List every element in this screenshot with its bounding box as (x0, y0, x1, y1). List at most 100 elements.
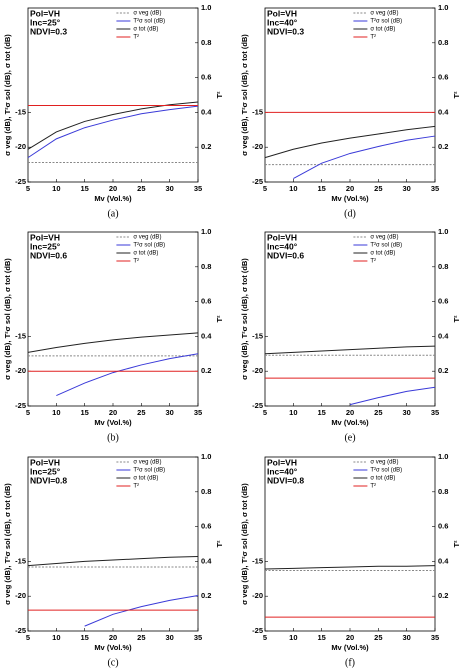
annotation: Inc=25° (30, 17, 61, 27)
annotation: NDVI=0.6 (267, 250, 304, 260)
x-tick-label: 20 (109, 633, 117, 642)
y2-axis-label: T² (215, 540, 224, 548)
y2-tick-label: 0.8 (201, 487, 211, 496)
legend-label: T²σ sol (dB) (370, 19, 402, 25)
x-tick-label: 25 (137, 633, 145, 642)
y2-tick-label: 1.0 (438, 227, 448, 236)
y-axis-label: σ veg (dB), T²σ sol (dB), σ tot (dB) (3, 258, 12, 380)
series-line (264, 345, 436, 355)
legend-label: T² (370, 35, 376, 41)
x-tick-label: 5 (26, 633, 30, 642)
y-axis-label: σ veg (dB), T²σ sol (dB), σ tot (dB) (240, 34, 249, 156)
annotation: Inc=25° (30, 466, 61, 476)
y2-tick-label: 1.0 (438, 3, 448, 12)
y2-tick-label: 0.8 (438, 38, 448, 47)
y-tick-label: -20 (252, 366, 263, 375)
series-group (27, 101, 199, 150)
legend-label: T² (133, 35, 139, 41)
y-tick-label: -20 (15, 366, 26, 375)
y-tick-label: -20 (252, 591, 263, 600)
y2-tick-label: 0.2 (438, 366, 448, 375)
series-group (264, 125, 436, 159)
x-tick-label: 15 (317, 184, 325, 193)
y2-tick-label: 0.4 (201, 107, 212, 116)
legend-label: T²σ sol (dB) (370, 243, 402, 249)
y-tick-label: -20 (15, 591, 26, 600)
x-tick-label: 25 (137, 408, 145, 417)
caption: (c) (107, 657, 118, 668)
x-tick-label: 20 (346, 633, 354, 642)
x-tick-label: 10 (52, 408, 60, 417)
y-tick-label: -25 (252, 401, 263, 410)
y2-tick-label: 0.8 (201, 38, 211, 47)
panel: 5 10 15 20 25 30 35 -25 -20 -15 0.2 0.4 0.6 1.0 0.8 Mv … (240, 3, 461, 219)
y2-tick-label: 0.6 (438, 297, 448, 306)
y-tick-label: -20 (252, 142, 263, 151)
series-group (27, 556, 199, 567)
x-tick-label: 20 (109, 408, 117, 417)
legend-label: σ tot (dB) (133, 251, 158, 257)
y2-tick-label: 0.6 (438, 522, 448, 531)
caption: (e) (344, 432, 355, 443)
x-tick-label: 15 (317, 408, 325, 417)
y2-axis-label: T² (452, 315, 461, 323)
series-group (264, 345, 436, 355)
y2-tick-label: 0.2 (201, 366, 211, 375)
series-line (27, 556, 199, 567)
x-tick-label: 25 (374, 408, 382, 417)
x-tick-label: 5 (263, 184, 267, 193)
x-tick-label: 15 (80, 633, 88, 642)
y2-tick-label: 0.2 (438, 591, 448, 600)
legend-label: σ veg (dB) (133, 235, 161, 241)
legend-label: T²σ sol (dB) (133, 468, 165, 474)
y2-tick-label: 0.8 (438, 487, 448, 496)
y2-tick-label: 1.0 (201, 227, 211, 236)
y2-tick-label: 0.4 (201, 556, 212, 565)
caption: (a) (107, 208, 118, 219)
legend-label: σ veg (dB) (133, 460, 161, 466)
series-group (56, 353, 199, 397)
legend-label: σ tot (dB) (133, 476, 158, 482)
x-axis-label: Mv (Vol.%) (331, 643, 369, 652)
legend-label: T²σ sol (dB) (133, 19, 165, 25)
series-group (349, 386, 436, 406)
legend-label: T² (133, 484, 139, 490)
legend-label: σ veg (dB) (133, 11, 161, 17)
x-tick-label: 35 (194, 184, 202, 193)
y2-tick-label: 0.8 (438, 262, 448, 271)
x-tick-label: 30 (165, 633, 173, 642)
series-line (349, 386, 436, 406)
y2-tick-label: 1.0 (201, 452, 211, 461)
annotation: Pol=VH (267, 457, 297, 467)
y2-axis-label: T² (452, 91, 461, 99)
panel: 5 10 15 20 25 30 35 -25 -20 -15 0.2 0.4 0.6 1.0 0.8 Mv … (240, 452, 461, 668)
x-tick-label: 20 (346, 408, 354, 417)
series-line (27, 105, 199, 159)
y2-tick-label: 0.4 (438, 556, 449, 565)
legend-label: T²σ sol (dB) (133, 243, 165, 249)
y2-tick-label: 1.0 (438, 452, 448, 461)
x-tick-label: 35 (194, 408, 202, 417)
x-axis-label: Mv (Vol.%) (94, 643, 132, 652)
y-tick-label: -25 (252, 177, 263, 186)
y2-tick-label: 0.2 (201, 591, 211, 600)
y-tick-label: -15 (252, 107, 263, 116)
legend-label: T² (370, 259, 376, 265)
x-tick-label: 30 (165, 184, 173, 193)
y-tick-label: -15 (15, 556, 26, 565)
x-tick-label: 25 (137, 184, 145, 193)
x-tick-label: 5 (263, 408, 267, 417)
y2-tick-label: 0.2 (201, 142, 211, 151)
annotation: Inc=40° (267, 241, 298, 251)
annotation: Inc=25° (30, 241, 61, 251)
y-tick-label: -25 (252, 626, 263, 635)
annotation: NDVI=0.6 (30, 250, 67, 260)
x-tick-label: 15 (80, 184, 88, 193)
legend-label: T² (370, 484, 376, 490)
series-group (27, 105, 199, 159)
series-line (56, 353, 199, 397)
panel: 5 10 15 20 25 30 35 -25 -20 -15 0.2 0.4 0.6 1.0 0.8 Mv … (3, 452, 224, 668)
annotation: NDVI=0.8 (30, 475, 67, 485)
series-line (264, 125, 436, 159)
series-line (27, 101, 199, 150)
